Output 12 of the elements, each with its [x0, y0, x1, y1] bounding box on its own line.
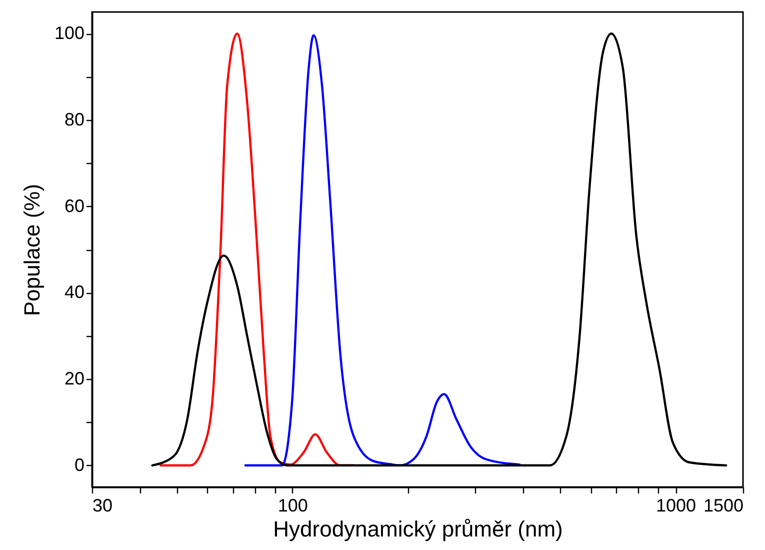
y-tick-label: 60	[64, 196, 84, 216]
y-tick-label: 100	[54, 23, 84, 44]
x-tick-label: 1000	[656, 496, 696, 516]
x-tick-label: 100	[278, 496, 308, 516]
y-tick-label: 20	[64, 368, 84, 389]
x-tick-label: 1500	[703, 496, 744, 516]
y-tick-label: 40	[64, 282, 84, 302]
y-tick-label: 80	[64, 109, 84, 130]
x-axis-title: Hydrodynamický průměr (nm)	[273, 516, 563, 542]
x-tick-label: 30	[92, 496, 113, 516]
y-axis-title: Populace (%)	[19, 184, 44, 316]
y-tick-label: 0	[74, 454, 84, 475]
